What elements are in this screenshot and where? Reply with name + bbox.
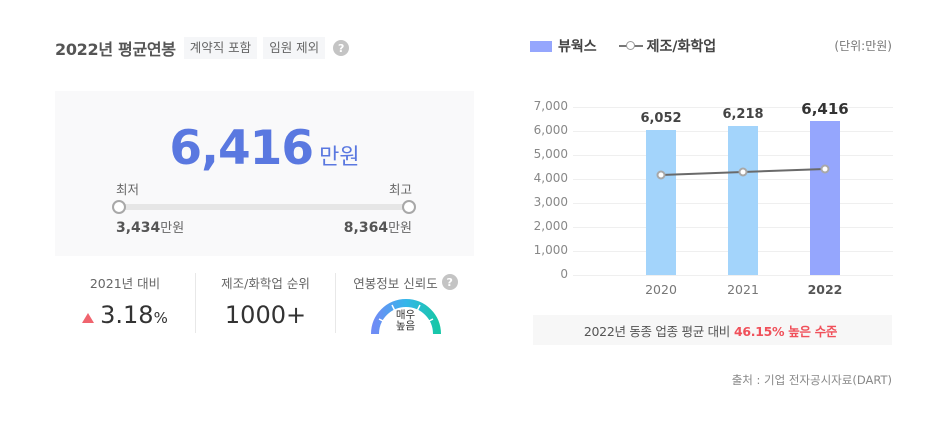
bar-2022[interactable]	[810, 121, 840, 275]
chart-legend: 뷰웍스 제조/화학업	[530, 36, 716, 56]
x-tick-2021: 2021	[727, 282, 759, 297]
min-salary-unit: 만원	[160, 221, 185, 236]
bar-2021[interactable]	[728, 126, 758, 275]
salary-chart: 7,000 6,000 5,000 4,000 3,000 2,000 1,00…	[530, 95, 895, 300]
legend-company: 뷰웍스	[558, 39, 597, 55]
y-tick: 4,000	[533, 171, 568, 185]
reliability-gauge: 매우 높음	[370, 297, 442, 335]
source-note: 출처 : 기업 전자공시자료(DART)	[731, 373, 892, 387]
stat-reliability: 연봉정보 신뢰도 ?	[335, 273, 475, 335]
y-tick: 6,000	[533, 123, 568, 137]
tag-contract-included: 계약직 포함	[183, 37, 258, 59]
y-tick: 3,000	[533, 195, 568, 209]
salary-range-track	[117, 204, 412, 210]
gauge-line1: 매우	[395, 309, 416, 321]
min-salary: 3,434만원	[116, 217, 184, 236]
up-triangle-icon	[82, 313, 95, 323]
min-label: 최저	[116, 182, 140, 197]
max-salary-value: 8,364	[343, 220, 389, 236]
unit-note: (단위:만원)	[834, 39, 892, 53]
industry-line	[656, 164, 830, 180]
max-salary: 8,364만원	[344, 217, 412, 236]
banner-highlight: 46.15% 높은 수준	[733, 323, 838, 339]
y-tick: 7,000	[533, 99, 568, 113]
max-label: 최고	[388, 182, 412, 197]
stat-yoy-unit: %	[153, 309, 168, 327]
x-tick-2022: 2022	[807, 282, 843, 297]
stats-row: 2021년 대비 3.18% 제조/화학업 순위 1000+ 연봉정보 신뢰도 …	[55, 273, 475, 335]
legend-line-marker-icon	[618, 40, 643, 52]
banner-prefix: 2022년 동종 업종 평균 대비	[583, 323, 730, 339]
stat-reliability-label: 연봉정보 신뢰도	[353, 275, 438, 291]
comparison-banner: 2022년 동종 업종 평균 대비 46.15% 높은 수준	[533, 315, 892, 345]
y-tick: 2,000	[533, 219, 568, 233]
average-salary-box: 6,416 만원 최저 최고 3,434만원 8,364만원	[55, 91, 474, 256]
legend-industry: 제조/화학업	[646, 39, 717, 55]
gauge-line2: 높음	[395, 320, 416, 332]
bar-2020[interactable]	[646, 130, 676, 275]
stat-yoy-label: 2021년 대비	[89, 275, 161, 291]
stat-rank-label: 제조/화학업 순위	[221, 275, 310, 291]
bar-label-2022: 6,416	[801, 100, 849, 118]
salary-panel: 2022년 평균연봉 계약직 포함 임원 제외 ? 6,416 만원 최저 최고 …	[55, 0, 475, 432]
max-marker	[402, 200, 416, 214]
min-marker	[112, 200, 126, 214]
gauge-arc-icon	[370, 299, 441, 335]
chart-panel: 뷰웍스 제조/화학업 (단위:만원) 7,000 6,000 5,000 4,0…	[530, 0, 895, 432]
bar-label-2020: 6,052	[640, 111, 682, 126]
stat-yoy: 2021년 대비 3.18%	[55, 273, 195, 333]
x-tick-2020: 2020	[645, 282, 677, 297]
y-tick: 0	[560, 267, 568, 281]
stat-rank: 제조/화학업 순위 1000+	[195, 273, 335, 333]
title-row: 2022년 평균연봉 계약직 포함 임원 제외 ?	[55, 36, 350, 60]
y-tick: 5,000	[533, 147, 568, 161]
stat-yoy-value: 3.18	[100, 301, 154, 329]
legend-bar-swatch	[530, 40, 552, 52]
gridline	[573, 275, 893, 276]
question-circle-icon[interactable]: ?	[441, 274, 458, 290]
average-salary-value: 6,416	[169, 121, 314, 176]
max-salary-unit: 만원	[388, 221, 412, 236]
gridline	[573, 107, 893, 108]
bar-label-2021: 6,218	[722, 107, 764, 122]
min-salary-value: 3,434	[116, 220, 161, 236]
question-circle-icon[interactable]: ?	[333, 40, 350, 56]
y-tick: 1,000	[533, 243, 568, 257]
stat-rank-value: 1000+	[224, 301, 307, 329]
page-title: 2022년 평균연봉	[55, 40, 176, 59]
average-salary-unit: 만원	[319, 145, 360, 170]
tag-executives-excluded: 임원 제외	[263, 37, 326, 59]
